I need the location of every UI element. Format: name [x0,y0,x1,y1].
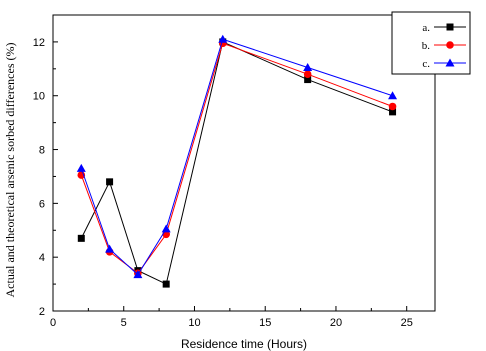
x-axis-label: Residence time (Hours) [181,337,307,351]
x-tick-label: 10 [188,317,200,329]
data-point-triangle [76,163,86,172]
y-tick-label: 6 [39,198,45,210]
data-point-triangle [388,91,398,100]
x-tick-label: 5 [121,317,127,329]
y-tick-label: 10 [33,91,45,103]
legend-label: c. [422,58,430,70]
data-point-triangle [105,244,115,253]
y-tick-label: 8 [39,145,45,157]
data-point-triangle [445,58,455,67]
data-point-square [77,234,85,242]
legend-label: a. [422,22,430,34]
x-tick-label: 25 [401,317,413,329]
legend-box [391,11,471,75]
data-point-square [446,23,454,31]
legend: a. b. c. [391,11,471,75]
x-tick-label: 20 [330,317,342,329]
data-point-triangle [303,62,313,71]
series-2 [77,39,397,278]
data-point-circle [446,41,454,49]
data-point-circle [388,102,397,111]
data-point-triangle [218,34,228,43]
series-3 [76,34,398,279]
y-tick-label: 12 [33,37,45,49]
series-line [80,41,393,285]
y-axis-label: Actual and theoretical arsenic sorbed di… [3,43,17,298]
data-point-square [304,76,312,84]
legend-label: b. [422,40,431,52]
data-point-square [106,178,114,186]
series-layer [76,34,398,288]
series-1 [77,38,397,288]
x-tick-label: 15 [259,317,271,329]
data-point-triangle [133,270,143,279]
y-tick-label: 4 [39,252,45,264]
data-point-triangle [161,224,171,233]
data-point-circle [303,70,312,78]
data-point-square [162,280,170,288]
y-axis: 2 4 6 8 10 12 [33,37,58,318]
data-point-square [389,108,397,116]
x-tick-label: 0 [50,317,56,329]
x-axis: 0 5 10 15 20 25 [50,306,413,329]
plot-frame [52,14,436,312]
y-tick-label: 2 [39,306,45,318]
